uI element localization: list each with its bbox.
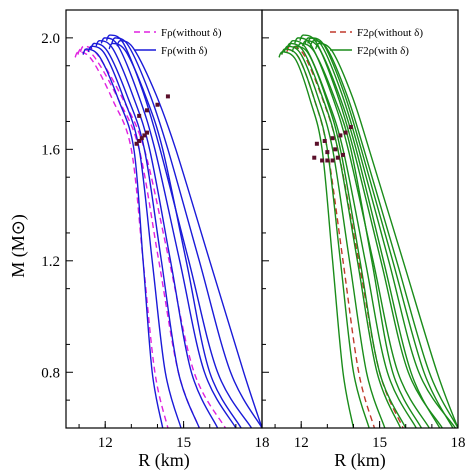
left-panel: 12 15 18 0.8 1.2 1.6 2.0 R (km) Fρ(without δ) Fρ(… bbox=[41, 9, 270, 471]
data-marker bbox=[155, 102, 160, 107]
data-marker bbox=[137, 113, 142, 118]
series-1-curve bbox=[309, 39, 458, 428]
legend-label: Fρ(with δ) bbox=[161, 45, 208, 57]
series-1-curve bbox=[116, 39, 262, 428]
data-marker bbox=[142, 133, 147, 138]
x-tick-label: 15 bbox=[176, 435, 191, 451]
y-tick-label: 2.0 bbox=[41, 31, 60, 47]
y-axis-label: M (M⊙) bbox=[8, 214, 29, 278]
data-marker bbox=[314, 141, 319, 146]
data-marker bbox=[322, 138, 327, 143]
series-1-curve bbox=[82, 48, 164, 428]
data-marker bbox=[338, 133, 343, 138]
series-1-curve bbox=[294, 37, 430, 428]
plot-area bbox=[74, 34, 262, 428]
y-tick-label: 0.8 bbox=[41, 365, 60, 381]
data-marker bbox=[341, 152, 346, 157]
data-marker bbox=[348, 125, 353, 130]
data-marker bbox=[145, 108, 150, 113]
data-marker bbox=[330, 158, 335, 163]
data-marker bbox=[325, 158, 330, 163]
series-1-curve bbox=[307, 37, 454, 428]
x-tick-label: 12 bbox=[294, 435, 309, 451]
right-panel: 12 15 18 R (km) F2ρ(without δ) F2ρ(with δ) bbox=[261, 9, 466, 471]
data-marker bbox=[343, 130, 348, 135]
x-axis-label: R (km) bbox=[334, 450, 386, 471]
data-marker bbox=[134, 141, 139, 146]
series-1-curve bbox=[304, 37, 456, 428]
series-1-curve bbox=[111, 37, 262, 428]
series-1-curve bbox=[296, 42, 423, 428]
series-1-curve bbox=[108, 42, 242, 428]
y-tick-label: 1.6 bbox=[41, 142, 60, 158]
data-marker bbox=[335, 155, 340, 160]
data-marker bbox=[139, 136, 144, 141]
plot-area bbox=[278, 34, 458, 428]
legend-label: Fρ(without δ) bbox=[161, 27, 222, 39]
series-1-curve bbox=[278, 51, 355, 428]
data-marker bbox=[330, 136, 335, 141]
data-marker bbox=[320, 158, 325, 163]
series-1-curve bbox=[299, 34, 443, 428]
series-1-curve bbox=[286, 42, 402, 428]
data-marker bbox=[137, 138, 142, 143]
data-marker bbox=[333, 147, 338, 152]
x-tick-label: 12 bbox=[98, 435, 113, 451]
series-1-curve bbox=[105, 34, 253, 428]
legend-label: F2ρ(without δ) bbox=[357, 27, 423, 39]
series-0-curve bbox=[74, 51, 169, 428]
data-marker bbox=[325, 150, 330, 155]
series-1-curve bbox=[291, 45, 407, 428]
x-tick-label: 15 bbox=[372, 435, 387, 451]
series-1-curve bbox=[314, 42, 458, 428]
x-axis-label: R (km) bbox=[138, 450, 190, 471]
data-marker bbox=[145, 130, 150, 135]
x-tick-label: 18 bbox=[451, 435, 466, 451]
axes-frame bbox=[261, 9, 459, 429]
y-tick-label: 1.2 bbox=[41, 254, 60, 270]
data-marker bbox=[165, 94, 170, 99]
x-tick-label: 18 bbox=[255, 435, 270, 451]
series-1-curve bbox=[87, 45, 182, 428]
legend-label: F2ρ(with δ) bbox=[357, 45, 409, 57]
data-marker bbox=[312, 155, 317, 160]
